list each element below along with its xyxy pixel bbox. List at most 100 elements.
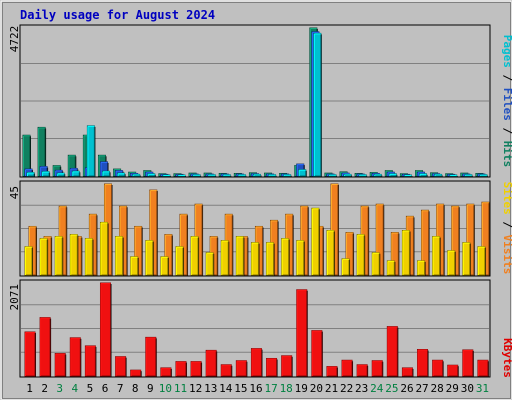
bar-sites-day-18 — [281, 238, 290, 276]
x-tick-label-day-24: 24 — [370, 382, 384, 395]
bar-pages-day-30 — [464, 174, 473, 177]
bar-pages-day-11 — [177, 174, 186, 177]
x-tick-label-day-2: 2 — [41, 382, 48, 395]
bar-kbytes-day-12 — [190, 361, 203, 377]
bar-kbytes-day-7 — [115, 356, 127, 377]
bar-sites-day-4 — [69, 234, 79, 276]
legend-part: Files — [501, 88, 512, 121]
bar-sites-day-10 — [160, 256, 169, 276]
x-tick-label-day-3: 3 — [56, 382, 63, 395]
bar-pages-day-23 — [358, 174, 368, 177]
bar-pages-day-27 — [419, 173, 428, 177]
bar-sites-day-21 — [326, 230, 335, 276]
bar-pages-day-9 — [147, 173, 156, 177]
x-tick-label-day-21: 21 — [325, 382, 338, 395]
bar-pages-day-17 — [268, 174, 277, 177]
bar-pages-day-15 — [237, 174, 247, 177]
x-tick-label-day-10: 10 — [159, 382, 172, 395]
x-tick-label-day-31: 31 — [476, 382, 489, 395]
bar-kbytes-day-21 — [326, 366, 338, 377]
frame-shadow — [2, 2, 511, 399]
bar-kbytes-day-31 — [477, 359, 489, 377]
bar-sites-day-20 — [311, 207, 320, 276]
x-tick-label-day-19: 19 — [295, 382, 308, 395]
bar-sites-day-14 — [220, 240, 230, 276]
bar-pages-day-5 — [86, 125, 96, 177]
bar-hits-day-4 — [67, 154, 77, 177]
bar-sites-day-9 — [145, 240, 154, 276]
x-tick-label-day-28: 28 — [431, 382, 444, 395]
bar-pages-day-10 — [162, 174, 171, 177]
bar-kbytes-day-3 — [54, 353, 67, 377]
bar-sites-day-7 — [115, 236, 124, 276]
x-tick-label-day-29: 29 — [446, 382, 459, 395]
bar-pages-day-16 — [252, 173, 262, 177]
x-tick-label-day-12: 12 — [189, 382, 202, 395]
bar-pages-day-12 — [192, 174, 202, 177]
middle-ymax-label: 45 — [8, 186, 21, 199]
bar-pages-day-14 — [222, 174, 232, 177]
bar-kbytes-day-19 — [296, 289, 308, 377]
bar-kbytes-day-26 — [401, 367, 414, 377]
x-tick-label-day-6: 6 — [102, 382, 109, 395]
x-tick-label-day-13: 13 — [204, 382, 217, 395]
legend-part: Pages — [501, 35, 512, 68]
bar-kbytes-day-9 — [145, 336, 157, 377]
bar-sites-day-29 — [447, 250, 456, 276]
bar-sites-day-11 — [175, 246, 184, 276]
chart-title: Daily usage for August 2024 — [20, 8, 215, 22]
bar-kbytes-day-5 — [84, 345, 97, 377]
x-tick-label-day-20: 20 — [310, 382, 323, 395]
legend-part: / — [501, 68, 512, 88]
bar-pages-day-1 — [26, 172, 35, 177]
bar-kbytes-day-24 — [371, 360, 384, 377]
bar-pages-day-3 — [56, 172, 66, 177]
x-tick-label-day-22: 22 — [340, 382, 353, 395]
bar-pages-day-24 — [373, 173, 383, 177]
bar-sites-day-22 — [341, 258, 351, 276]
bottom-ymax-label: 2071 — [8, 284, 21, 311]
bar-sites-day-26 — [401, 230, 411, 276]
bar-kbytes-day-4 — [69, 337, 82, 377]
bottom-axis-legend: KBytes — [501, 338, 512, 378]
top-axis-legend: Pages / Files / Hits — [501, 35, 512, 168]
bar-pages-day-18 — [283, 174, 292, 177]
bar-kbytes-day-13 — [205, 349, 218, 377]
x-tick-label-day-23: 23 — [355, 382, 368, 395]
bar-pages-day-21 — [328, 174, 337, 177]
x-tick-label-day-26: 26 — [400, 382, 413, 395]
x-tick-label-day-16: 16 — [249, 382, 262, 395]
bar-kbytes-day-15 — [235, 360, 248, 377]
bar-kbytes-day-23 — [356, 364, 369, 377]
x-tick-label-day-30: 30 — [461, 382, 474, 395]
x-tick-label-day-18: 18 — [280, 382, 293, 395]
legend-part: / — [501, 121, 512, 141]
bar-pages-day-29 — [449, 174, 458, 177]
bar-sites-day-31 — [477, 246, 486, 276]
legend-part: Sites — [501, 182, 512, 215]
bar-sites-day-23 — [356, 234, 366, 276]
bar-pages-day-31 — [479, 174, 488, 177]
bar-pages-day-19 — [298, 169, 307, 177]
x-tick-label-day-17: 17 — [264, 382, 277, 395]
middle-axis-legend: Sites / Visits — [501, 182, 512, 275]
bar-pages-day-2 — [41, 171, 51, 177]
bar-kbytes-day-28 — [432, 359, 444, 377]
bar-kbytes-day-1 — [24, 331, 36, 377]
bar-sites-day-28 — [432, 236, 441, 276]
x-tick-label-day-4: 4 — [72, 382, 79, 395]
bar-pages-day-8 — [132, 173, 141, 177]
bar-pages-day-7 — [117, 172, 126, 177]
legend-part: KBytes — [501, 338, 512, 378]
legend-part: / — [501, 215, 512, 235]
bar-sites-day-5 — [84, 238, 94, 276]
bar-kbytes-day-30 — [462, 349, 474, 377]
bar-sites-day-6 — [99, 221, 109, 276]
bar-pages-day-25 — [388, 173, 398, 177]
bar-kbytes-day-11 — [175, 361, 187, 377]
bar-kbytes-day-14 — [220, 364, 233, 377]
bar-kbytes-day-27 — [417, 349, 429, 377]
bar-sites-day-15 — [235, 236, 245, 276]
bar-kbytes-day-2 — [39, 317, 52, 377]
